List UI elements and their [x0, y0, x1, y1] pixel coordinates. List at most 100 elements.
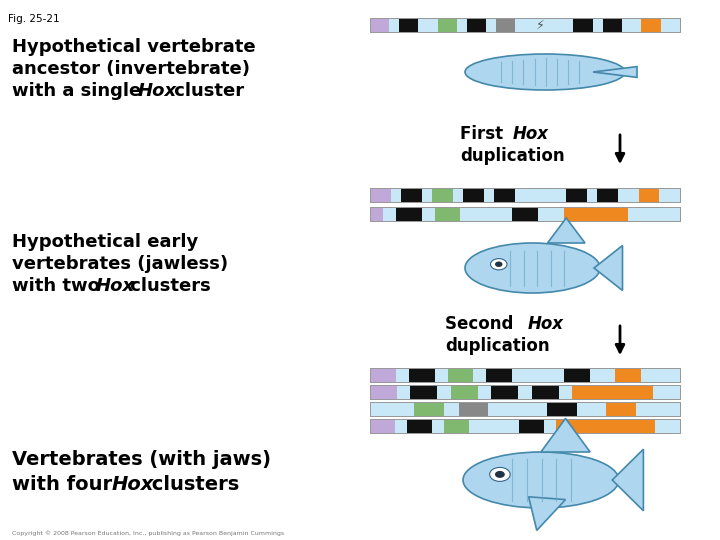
Polygon shape: [593, 66, 637, 77]
Bar: [491, 385, 518, 399]
Bar: [370, 419, 680, 433]
Bar: [519, 419, 544, 433]
Bar: [399, 18, 418, 32]
Text: with two: with two: [12, 277, 106, 295]
Bar: [556, 419, 581, 433]
Bar: [410, 385, 437, 399]
Bar: [564, 368, 590, 382]
Polygon shape: [528, 497, 565, 530]
Text: with four: with four: [12, 475, 119, 494]
Bar: [496, 18, 516, 32]
Bar: [370, 207, 383, 221]
Bar: [438, 18, 457, 32]
Bar: [370, 419, 680, 433]
Bar: [631, 419, 655, 433]
Bar: [639, 188, 660, 202]
Text: Second: Second: [445, 315, 519, 333]
Bar: [401, 188, 422, 202]
Bar: [432, 188, 453, 202]
Bar: [448, 368, 473, 382]
Text: Fig. 25-21: Fig. 25-21: [8, 14, 60, 24]
Bar: [467, 18, 486, 32]
Bar: [370, 18, 680, 32]
Bar: [599, 385, 613, 399]
Bar: [618, 419, 631, 433]
Bar: [370, 402, 680, 416]
Text: with a single: with a single: [12, 82, 148, 100]
Ellipse shape: [465, 54, 625, 90]
Bar: [572, 385, 599, 399]
Text: Hox: Hox: [528, 315, 564, 333]
Bar: [414, 402, 444, 416]
Bar: [567, 188, 587, 202]
Text: duplication: duplication: [460, 147, 564, 165]
Bar: [564, 207, 590, 221]
Text: clusters: clusters: [145, 475, 239, 494]
Ellipse shape: [495, 261, 503, 267]
Bar: [370, 18, 680, 32]
Bar: [603, 207, 629, 221]
Polygon shape: [612, 449, 644, 511]
Polygon shape: [541, 418, 590, 452]
Bar: [463, 188, 484, 202]
Bar: [370, 419, 395, 433]
Bar: [370, 385, 680, 399]
Bar: [396, 207, 422, 221]
Bar: [547, 402, 577, 416]
Bar: [532, 385, 559, 399]
Bar: [573, 18, 593, 32]
Bar: [435, 207, 460, 221]
Text: Hox: Hox: [96, 277, 135, 295]
Bar: [370, 368, 680, 382]
Bar: [370, 385, 397, 399]
Polygon shape: [594, 246, 623, 291]
Bar: [639, 385, 653, 399]
Text: vertebrates (jawless): vertebrates (jawless): [12, 255, 228, 273]
Bar: [512, 207, 538, 221]
Polygon shape: [547, 218, 585, 243]
Bar: [370, 207, 680, 221]
Text: Hypothetical early: Hypothetical early: [12, 233, 198, 251]
Ellipse shape: [490, 468, 510, 481]
Bar: [370, 18, 390, 32]
Ellipse shape: [490, 259, 507, 270]
Ellipse shape: [463, 452, 618, 508]
Text: Hox: Hox: [513, 125, 549, 143]
Bar: [444, 419, 469, 433]
Bar: [451, 385, 478, 399]
Bar: [459, 402, 488, 416]
Bar: [581, 419, 593, 433]
Bar: [613, 385, 639, 399]
Ellipse shape: [495, 471, 505, 478]
Text: Hox: Hox: [138, 82, 177, 100]
Bar: [603, 18, 622, 32]
Text: clusters: clusters: [124, 277, 211, 295]
Text: Vertebrates (with jaws): Vertebrates (with jaws): [12, 450, 271, 469]
Text: Hypothetical vertebrate: Hypothetical vertebrate: [12, 38, 256, 56]
Bar: [370, 385, 680, 399]
Bar: [590, 207, 603, 221]
Bar: [494, 188, 515, 202]
Bar: [370, 402, 680, 416]
Bar: [370, 188, 680, 202]
Text: Copyright © 2008 Pearson Education, Inc., publishing as Pearson Benjamin Cumming: Copyright © 2008 Pearson Education, Inc.…: [12, 530, 284, 536]
Bar: [370, 207, 680, 221]
Text: ancestor (invertebrate): ancestor (invertebrate): [12, 60, 250, 78]
Ellipse shape: [465, 243, 600, 293]
Bar: [606, 402, 636, 416]
Text: duplication: duplication: [445, 337, 549, 355]
Bar: [593, 419, 618, 433]
Bar: [370, 368, 680, 382]
Bar: [598, 188, 618, 202]
Bar: [370, 368, 396, 382]
Bar: [486, 368, 512, 382]
Bar: [642, 18, 661, 32]
Text: ⚡: ⚡: [536, 18, 544, 31]
Bar: [408, 419, 432, 433]
Text: Hox: Hox: [112, 475, 154, 494]
Text: First: First: [460, 125, 509, 143]
Text: cluster: cluster: [168, 82, 244, 100]
Bar: [370, 188, 680, 202]
Bar: [409, 368, 435, 382]
Bar: [616, 368, 642, 382]
